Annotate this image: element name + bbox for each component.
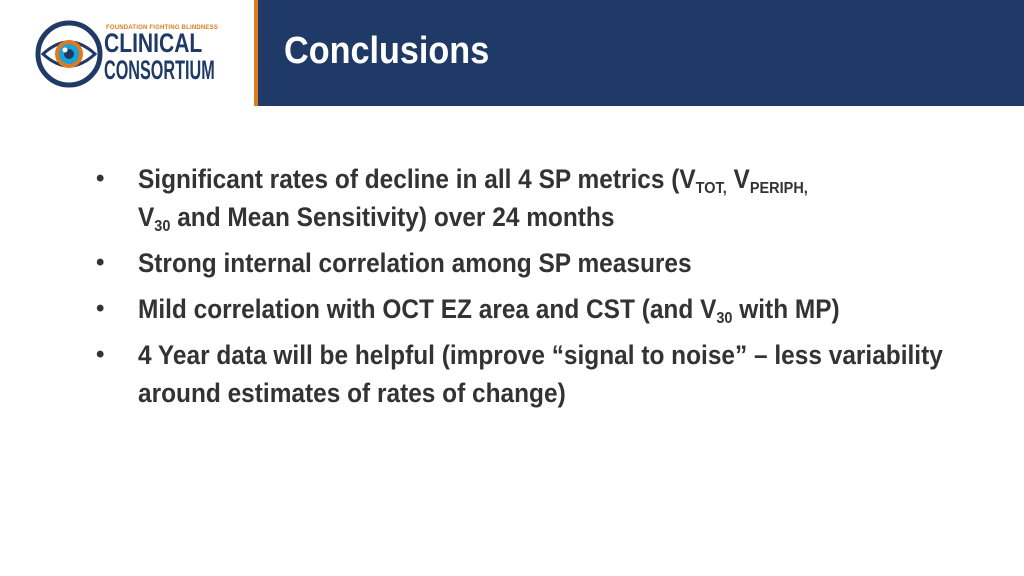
- logo-org-line: FOUNDATION FIGHTING BLINDNESS: [106, 25, 219, 31]
- bullet-item-internal-correlation: • Strong internal correlation among SP m…: [96, 244, 936, 282]
- bullet-marker: •: [96, 341, 105, 368]
- bullet-marker: •: [96, 165, 105, 192]
- header-bar: FOUNDATION FIGHTING BLINDNESS CLINICAL C…: [0, 0, 1024, 106]
- bullet-list: • Significant rates of decline in all 4 …: [96, 160, 943, 420]
- bullet-marker: •: [96, 249, 105, 276]
- bullet-text: 4 Year data will be helpful (improve “si…: [138, 340, 943, 408]
- bullet-text: Significant rates of decline in all 4 SP…: [138, 164, 808, 235]
- eye-logo-icon: [35, 20, 103, 88]
- logo-clinical-text: CLINICAL: [104, 28, 203, 58]
- bullet-item-four-year-data: • 4 Year data will be helpful (improve “…: [96, 336, 943, 412]
- bullet-item-sp-decline: • Significant rates of decline in all 4 …: [96, 160, 936, 236]
- bullet-marker: •: [96, 295, 105, 322]
- bullet-text: Mild correlation with OCT EZ area and CS…: [138, 294, 840, 327]
- bullet-text: Strong internal correlation among SP mea…: [138, 248, 692, 278]
- logo-consortium-text: CONSORTIUM: [104, 55, 215, 85]
- bullet-item-mild-correlation: • Mild correlation with OCT EZ area and …: [96, 290, 936, 328]
- logo-panel: FOUNDATION FIGHTING BLINDNESS CLINICAL C…: [0, 0, 258, 106]
- page-title: Conclusions: [284, 30, 490, 72]
